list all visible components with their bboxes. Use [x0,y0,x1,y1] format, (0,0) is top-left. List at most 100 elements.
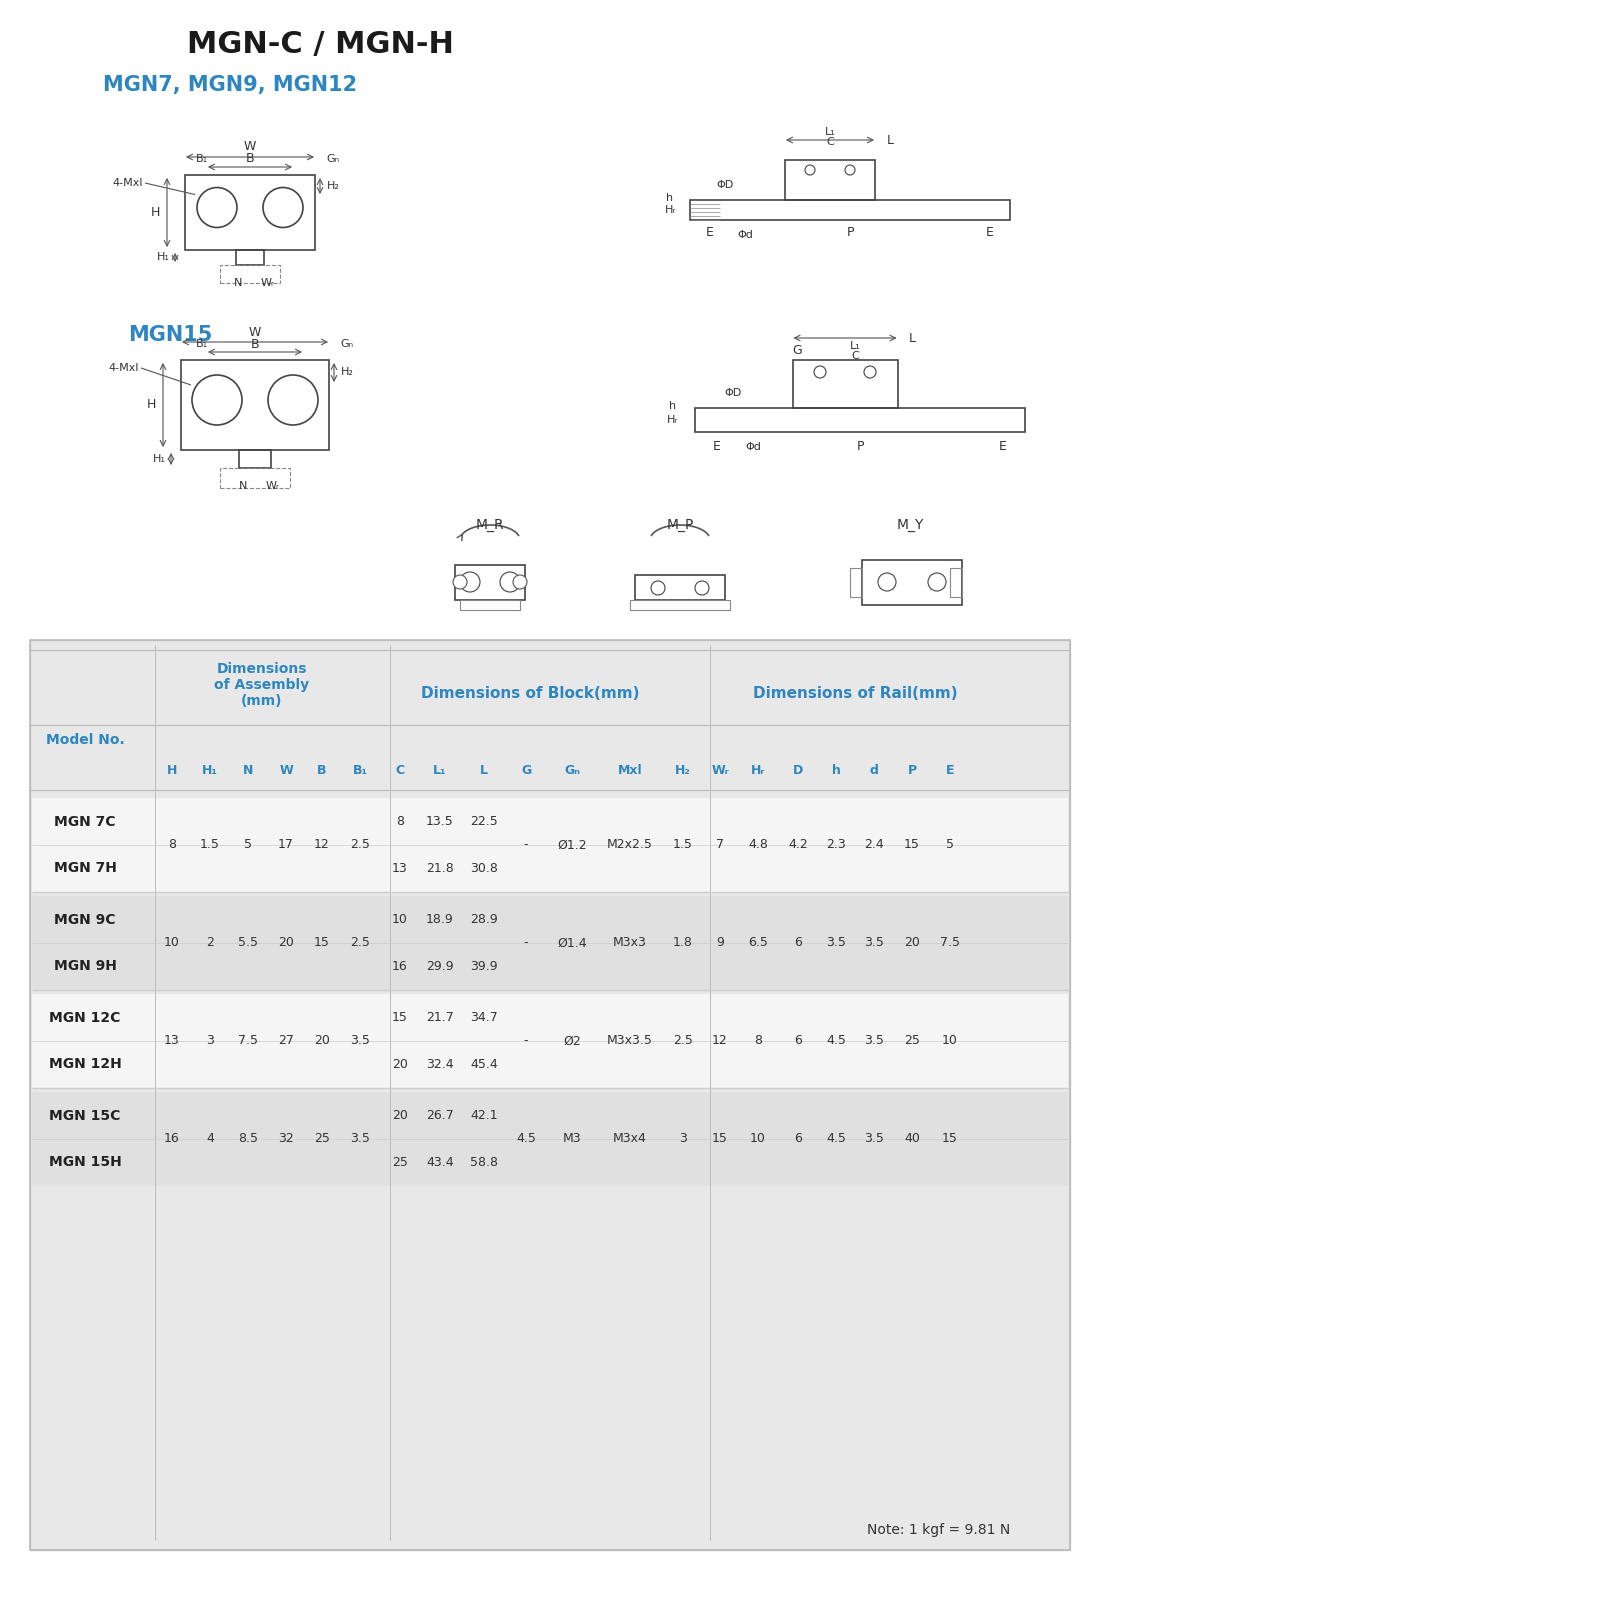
Text: H: H [146,398,155,411]
Text: 5: 5 [946,838,954,851]
Text: 8: 8 [754,1035,762,1048]
Text: d: d [869,763,878,776]
Text: 13: 13 [165,1035,179,1048]
Text: 9: 9 [717,936,723,949]
Text: H₁: H₁ [157,253,170,262]
Text: 21.8: 21.8 [426,862,454,875]
Text: M_P: M_P [666,518,694,531]
Text: P: P [856,440,864,453]
Text: 7.5: 7.5 [238,1035,258,1048]
Text: 20: 20 [904,936,920,949]
Text: 4.5: 4.5 [517,1133,536,1146]
Text: 22.5: 22.5 [470,814,498,829]
Text: B: B [251,338,259,350]
Circle shape [269,374,318,426]
Text: Hᵣ: Hᵣ [750,763,765,776]
Text: 5: 5 [243,838,253,851]
Text: 15: 15 [712,1133,728,1146]
Text: 2.5: 2.5 [350,838,370,851]
Text: 2.4: 2.4 [864,838,883,851]
Text: 2: 2 [206,936,214,949]
Text: Gₙ: Gₙ [341,339,354,349]
Text: H₁: H₁ [202,763,218,776]
Text: P: P [907,763,917,776]
Text: 25: 25 [904,1035,920,1048]
Text: Ø1.2: Ø1.2 [557,838,587,851]
Text: H₁: H₁ [152,454,165,464]
Text: Wᵣ: Wᵣ [261,278,275,288]
Text: 3.5: 3.5 [864,1035,883,1048]
Text: Φd: Φd [738,230,754,240]
Text: 1.5: 1.5 [674,838,693,851]
Text: 17: 17 [278,838,294,851]
Text: MGN 15C: MGN 15C [50,1109,120,1123]
Text: B₁: B₁ [195,154,208,165]
Text: 4.8: 4.8 [749,838,768,851]
Text: -: - [523,936,528,949]
Text: H₂: H₂ [675,763,691,776]
Text: h: h [669,402,677,411]
Circle shape [262,187,302,227]
Text: 40: 40 [904,1133,920,1146]
Text: Note: 1 kgf = 9.81 N: Note: 1 kgf = 9.81 N [867,1523,1010,1538]
Text: H₂: H₂ [341,366,354,378]
Text: 4: 4 [206,1133,214,1146]
Text: Mxl: Mxl [618,763,642,776]
Text: M3x3: M3x3 [613,936,646,949]
Text: h: h [832,763,840,776]
Text: H: H [150,206,160,219]
Text: Hᵣ: Hᵣ [664,205,675,214]
Text: H₂: H₂ [326,181,339,190]
Text: 12: 12 [314,838,330,851]
Text: Φd: Φd [746,442,762,451]
Text: E: E [714,440,722,453]
Text: L₁: L₁ [824,126,835,138]
Text: -: - [523,838,528,851]
Text: MGN 9C: MGN 9C [54,912,115,926]
Text: 13: 13 [392,862,408,875]
Text: 1.5: 1.5 [200,838,219,851]
Text: 20: 20 [392,1058,408,1070]
Text: 2.5: 2.5 [350,936,370,949]
Text: 3.5: 3.5 [826,936,846,949]
Text: 3: 3 [206,1035,214,1048]
Text: 8.5: 8.5 [238,1133,258,1146]
Text: 10: 10 [392,914,408,926]
Text: Ø1.4: Ø1.4 [557,936,587,949]
Text: 25: 25 [314,1133,330,1146]
Text: 10: 10 [750,1133,766,1146]
Text: 43.4: 43.4 [426,1155,454,1170]
Text: 4-Mxl: 4-Mxl [109,363,139,373]
Text: W: W [243,141,256,154]
Text: 42.1: 42.1 [470,1109,498,1122]
Text: 6: 6 [794,936,802,949]
Text: 20: 20 [314,1035,330,1048]
Text: 3.5: 3.5 [864,936,883,949]
Text: B₁: B₁ [352,763,368,776]
Text: Gₙ: Gₙ [565,763,579,776]
Text: 26.7: 26.7 [426,1109,454,1122]
Text: 8: 8 [397,814,403,829]
Text: MGN 15H: MGN 15H [48,1155,122,1170]
Text: 6.5: 6.5 [749,936,768,949]
Text: 5.5: 5.5 [238,936,258,949]
Text: C: C [395,763,405,776]
Text: Wᵣ: Wᵣ [710,763,730,776]
Text: 20: 20 [392,1109,408,1122]
Text: 25: 25 [392,1155,408,1170]
Text: -: - [523,1035,528,1048]
Text: 29.9: 29.9 [426,960,454,973]
Polygon shape [32,798,1069,893]
Text: Hᵣ: Hᵣ [667,414,678,426]
Text: 28.9: 28.9 [470,914,498,926]
Text: C: C [826,138,834,147]
Text: M2x2.5: M2x2.5 [606,838,653,851]
Text: 4.5: 4.5 [826,1133,846,1146]
Text: M_R: M_R [475,518,504,531]
Text: 4.2: 4.2 [789,838,808,851]
Text: B: B [317,763,326,776]
Circle shape [499,573,520,592]
Text: 15: 15 [314,936,330,949]
Text: 21.7: 21.7 [426,1011,454,1024]
Text: G: G [522,763,531,776]
